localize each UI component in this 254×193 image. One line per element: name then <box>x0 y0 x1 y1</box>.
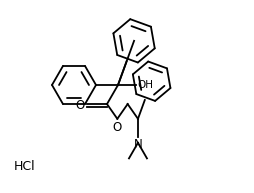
Text: N: N <box>134 138 142 151</box>
Text: OH: OH <box>137 80 153 90</box>
Text: O: O <box>76 99 85 112</box>
Text: O: O <box>113 121 122 134</box>
Text: HCl: HCl <box>14 160 36 173</box>
